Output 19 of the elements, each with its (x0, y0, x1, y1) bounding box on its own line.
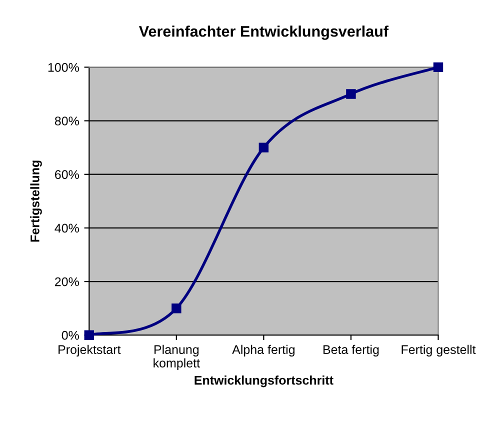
point (433, 62, 444, 72)
x-tick-label: Projektstart (58, 344, 121, 356)
point (84, 330, 94, 340)
y-tick-label: 60% (55, 170, 79, 180)
x-tick-label: Fertig gestellt (402, 344, 476, 356)
y-tick-label: 20% (55, 277, 79, 286)
point (346, 89, 356, 99)
y-tick-label: 40% (54, 224, 79, 233)
point (172, 303, 182, 314)
x-tick-label: Planung komplett (154, 344, 200, 370)
y-axis-title: Fertigstellung (30, 160, 42, 242)
point (258, 142, 269, 152)
chart-title: Vereinfachter Entwicklungsverlauf (138, 26, 389, 40)
y-tick-label: 0% (62, 330, 79, 340)
x-axis-title: Entwicklungsfortschritt (194, 376, 334, 388)
y-tick-label: 80% (54, 116, 79, 126)
x-tick-label: Alpha fertig (232, 344, 295, 356)
x-tick-label: Beta fertig (324, 344, 379, 356)
y-tick-label: 100% (48, 62, 79, 72)
